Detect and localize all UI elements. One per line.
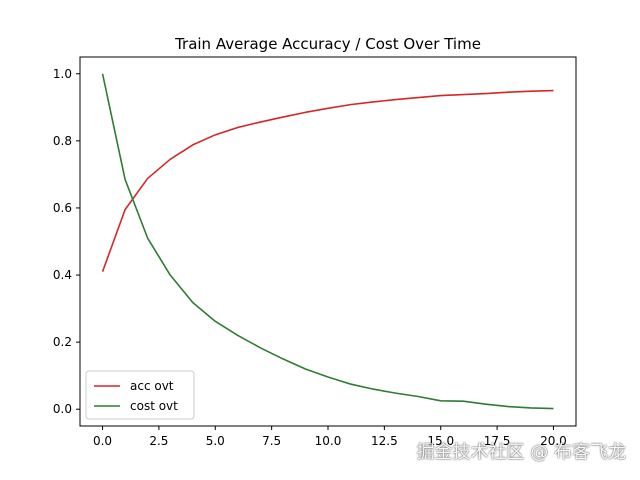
series-lines — [101, 73, 555, 410]
data-point-cost-ovt — [237, 335, 239, 337]
data-point-cost-ovt — [508, 406, 510, 408]
legend-box — [85, 370, 195, 420]
data-point-acc-ovt — [260, 121, 262, 123]
data-point-cost-ovt — [260, 347, 262, 349]
legend-label: cost ovt — [130, 399, 178, 413]
data-point-cost-ovt — [282, 358, 284, 360]
data-point-cost-ovt — [372, 388, 374, 390]
data-point-cost-ovt — [305, 368, 307, 370]
data-point-acc-ovt — [192, 144, 194, 146]
data-point-acc-ovt — [350, 104, 352, 106]
chart-title: Train Average Accuracy / Cost Over Time — [174, 35, 481, 53]
data-point-cost-ovt — [395, 392, 397, 394]
data-point-cost-ovt — [485, 403, 487, 405]
y-tick-label: 0.8 — [53, 134, 72, 148]
data-point-acc-ovt — [440, 95, 442, 97]
data-point-acc-ovt — [327, 108, 329, 110]
data-point-acc-ovt — [485, 93, 487, 95]
data-point-cost-ovt — [462, 400, 464, 402]
legend: acc ovt cost ovt — [85, 370, 195, 420]
x-tick-label: 5.0 — [206, 434, 225, 448]
data-point-cost-ovt — [350, 383, 352, 385]
data-point-acc-ovt — [102, 271, 104, 273]
y-tick-label: 0.2 — [53, 335, 72, 349]
data-point-cost-ovt — [147, 237, 149, 239]
legend-label: acc ovt — [130, 379, 174, 393]
data-point-cost-ovt — [124, 179, 126, 181]
series-line-acc-ovt — [101, 89, 554, 272]
data-point-cost-ovt — [102, 73, 104, 75]
data-point-acc-ovt — [237, 127, 239, 129]
data-point-acc-ovt — [282, 116, 284, 118]
data-point-acc-ovt — [530, 90, 532, 92]
data-point-cost-ovt — [553, 408, 555, 410]
y-tick-label: 0.6 — [53, 201, 72, 215]
data-point-acc-ovt — [395, 99, 397, 101]
x-tick-label: 15.0 — [427, 434, 454, 448]
data-point-acc-ovt — [462, 94, 464, 96]
data-point-acc-ovt — [305, 112, 307, 114]
x-tick-label: 12.5 — [371, 434, 398, 448]
data-point-acc-ovt — [372, 101, 374, 103]
x-tick-label: 20.0 — [540, 434, 567, 448]
data-point-acc-ovt — [553, 90, 555, 92]
y-tick-label: 0.4 — [53, 268, 72, 282]
data-point-cost-ovt — [530, 407, 532, 409]
data-point-cost-ovt — [192, 302, 194, 304]
x-tick-label: 17.5 — [484, 434, 511, 448]
data-point-cost-ovt — [214, 321, 216, 323]
data-point-cost-ovt — [327, 376, 329, 378]
data-point-cost-ovt — [417, 396, 419, 398]
data-point-cost-ovt — [440, 400, 442, 402]
watermark: 掘金技术社区 @ 布客飞龙 — [416, 442, 626, 463]
y-tick-label: 1.0 — [53, 67, 72, 81]
data-point-acc-ovt — [147, 178, 149, 180]
plot-area — [79, 56, 577, 427]
data-point-acc-ovt — [417, 97, 419, 99]
x-tick-label: 0.0 — [93, 434, 112, 448]
x-tick-label: 2.5 — [149, 434, 168, 448]
y-tick-label: 0.0 — [53, 402, 72, 416]
data-point-acc-ovt — [214, 134, 216, 136]
x-tick-label: 7.5 — [262, 434, 281, 448]
axis-ticks: 0.0 2.5 5.0 7.5 10.0 12.5 15.0 17.5 20.0 0.0 0.2 0.… — [53, 67, 567, 448]
x-tick-label: 10.0 — [315, 434, 342, 448]
series-line-cost-ovt — [101, 73, 554, 410]
data-point-cost-ovt — [169, 274, 171, 276]
data-point-acc-ovt — [124, 209, 126, 211]
data-point-acc-ovt — [508, 91, 510, 93]
data-point-acc-ovt — [169, 159, 171, 161]
